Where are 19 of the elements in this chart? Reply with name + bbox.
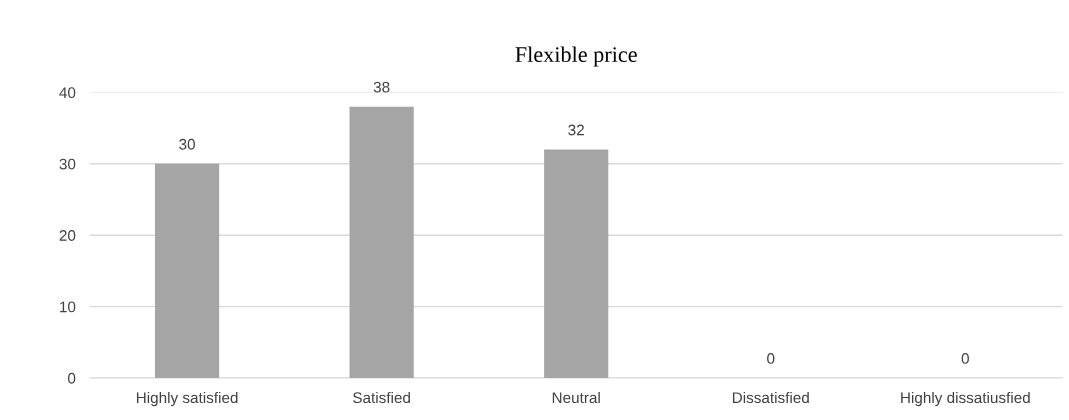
y-tick-label: 30 [59,158,76,170]
bar [349,106,414,378]
x-tick-label: Highly dissatiusfied [901,391,1030,407]
x-tick-label: Satisfied [353,391,410,404]
x-tick-label: Neutral [552,391,600,404]
data-label: 32 [568,124,584,136]
data-label: 30 [179,138,195,150]
y-tick-label: 0 [68,372,76,384]
y-tick-label: 10 [60,301,76,313]
data-label: 38 [373,81,390,93]
x-tick-label: Dissatisfied [732,391,809,404]
bar [544,149,609,378]
y-tick-label: 40 [59,87,76,99]
x-tick-label: Highly satisfied [136,391,238,407]
y-tick-label: 20 [59,230,76,241]
data-label: 0 [961,353,969,364]
chart-title: Flexible price [515,46,637,67]
bar [154,163,220,378]
data-label: 0 [767,353,775,364]
